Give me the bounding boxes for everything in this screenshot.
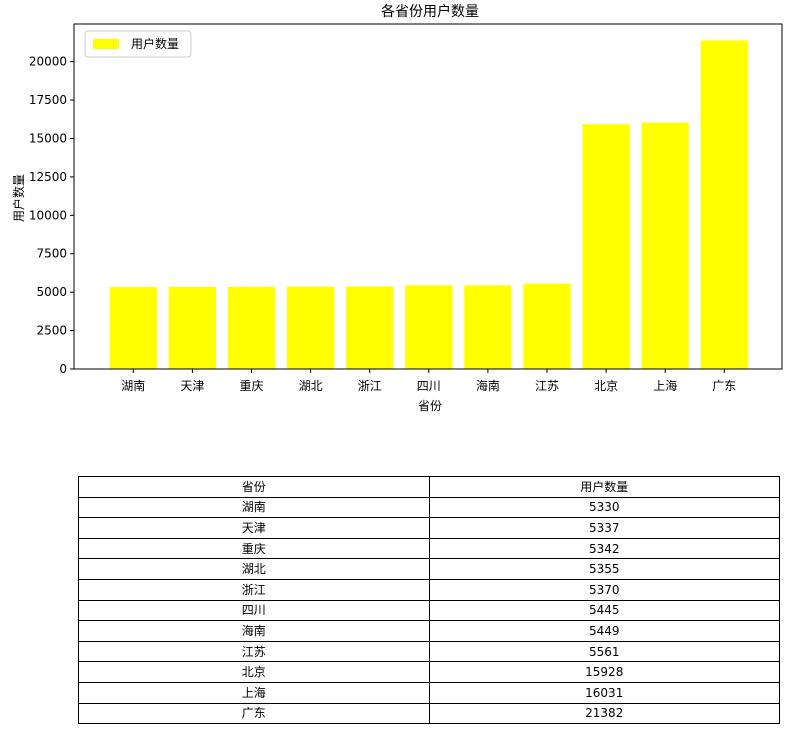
y-tick-label: 0 (59, 362, 67, 376)
bar-湖北 (287, 286, 335, 369)
y-axis-label: 用户数量 (11, 174, 26, 222)
bar-海南 (464, 285, 512, 369)
table-row: 四川 5445 (78, 599, 780, 622)
cell-province: 四川 (78, 599, 430, 622)
data-table-container: 省份 用户数量 湖南 5330 天津 5337 重庆 5342 湖北 5355 浙江 5370 四川… (78, 476, 780, 725)
cell-user-count: 16031 (428, 681, 780, 704)
cell-province: 湖南 (78, 496, 430, 519)
cell-province: 北京 (78, 661, 430, 683)
y-tick-label: 10000 (29, 208, 67, 222)
header-user-count: 用户数量 (428, 476, 780, 498)
y-tick-label: 2500 (36, 324, 67, 338)
cell-province: 天津 (78, 517, 430, 539)
table-body: 湖南 5330 天津 5337 重庆 5342 湖北 5355 浙江 5370 四川 5445 海南 54… (78, 496, 780, 725)
x-tick-label: 浙江 (358, 379, 382, 393)
cell-user-count: 5449 (428, 620, 780, 642)
cell-province: 海南 (78, 620, 430, 642)
bars-group (109, 40, 748, 370)
x-tick-label: 广东 (712, 379, 736, 393)
x-tick-label: 海南 (476, 378, 500, 393)
legend-label: 用户数量 (131, 36, 179, 51)
cell-user-count: 5370 (428, 578, 780, 601)
cell-user-count: 5337 (428, 517, 780, 539)
y-tick-label: 12500 (29, 170, 67, 184)
x-tick-label: 湖南 (121, 378, 145, 393)
x-tick-label: 北京 (594, 379, 618, 393)
data-table: 省份 用户数量 湖南 5330 天津 5337 重庆 5342 湖北 5355 浙江 5370 四川… (78, 476, 780, 725)
bar-浙江 (346, 286, 394, 369)
y-tick-label: 20000 (29, 55, 67, 69)
bar-四川 (405, 285, 453, 369)
cell-province: 重庆 (78, 537, 430, 560)
table-row: 上海 16031 (78, 681, 780, 704)
cell-user-count: 5330 (428, 496, 780, 519)
x-tick-label: 江苏 (535, 379, 559, 393)
cell-province: 浙江 (78, 578, 430, 601)
cell-user-count: 5561 (428, 640, 780, 663)
cell-province: 广东 (78, 702, 430, 725)
bar-湖南 (109, 287, 157, 369)
table-header-row: 省份 用户数量 (78, 476, 780, 498)
x-tick-label: 重庆 (239, 379, 263, 393)
y-tick-label: 15000 (29, 131, 67, 145)
legend-box (84, 30, 192, 58)
table-row: 重庆 5342 (78, 537, 780, 560)
cell-user-count: 5445 (428, 599, 780, 622)
bar-江苏 (523, 283, 571, 369)
table-row: 海南 5449 (78, 620, 780, 642)
bar-广东 (700, 40, 748, 370)
plot-frame (73, 23, 783, 370)
table-row: 浙江 5370 (78, 578, 780, 601)
table-row: 江苏 5561 (78, 640, 780, 663)
header-province: 省份 (78, 476, 430, 498)
table-row: 湖北 5355 (78, 558, 780, 580)
bar-天津 (168, 287, 216, 369)
bar-北京 (582, 124, 630, 369)
table-row: 天津 5337 (78, 517, 780, 539)
bar-重庆 (227, 286, 276, 369)
x-axis-label: 省份 (418, 399, 442, 413)
cell-user-count: 15928 (428, 661, 780, 683)
x-axis: 湖南 天津 重庆 湖北 浙江 四川 海南 江苏 北京 上海 广东 (121, 369, 736, 393)
y-axis: 0 2500 5000 7500 10000 12500 15000 17500 20000 (29, 55, 74, 376)
x-tick-label: 湖北 (299, 378, 323, 393)
y-tick-label: 5000 (36, 285, 67, 299)
cell-province: 湖北 (78, 558, 430, 580)
y-tick-label: 17500 (29, 93, 67, 107)
y-tick-label: 7500 (36, 247, 67, 261)
legend: 用户数量 (84, 30, 192, 58)
bar-上海 (641, 122, 689, 369)
x-tick-label: 四川 (417, 379, 441, 393)
cell-user-count: 21382 (428, 702, 780, 725)
cell-province: 上海 (78, 681, 430, 704)
cell-user-count: 5355 (428, 558, 780, 580)
table-row: 北京 15928 (78, 661, 780, 683)
table-row: 湖南 5330 (78, 496, 780, 519)
x-tick-label: 上海 (653, 378, 677, 393)
x-tick-label: 天津 (180, 379, 204, 393)
bar-chart: 各省份用户数量 0 2500 5000 7500 10000 12500 15000 1750… (11, 3, 783, 413)
legend-swatch (93, 39, 119, 49)
table-row: 广东 21382 (78, 702, 780, 725)
cell-user-count: 5342 (428, 537, 780, 560)
chart-title: 各省份用户数量 (381, 3, 479, 20)
cell-province: 江苏 (78, 640, 430, 663)
